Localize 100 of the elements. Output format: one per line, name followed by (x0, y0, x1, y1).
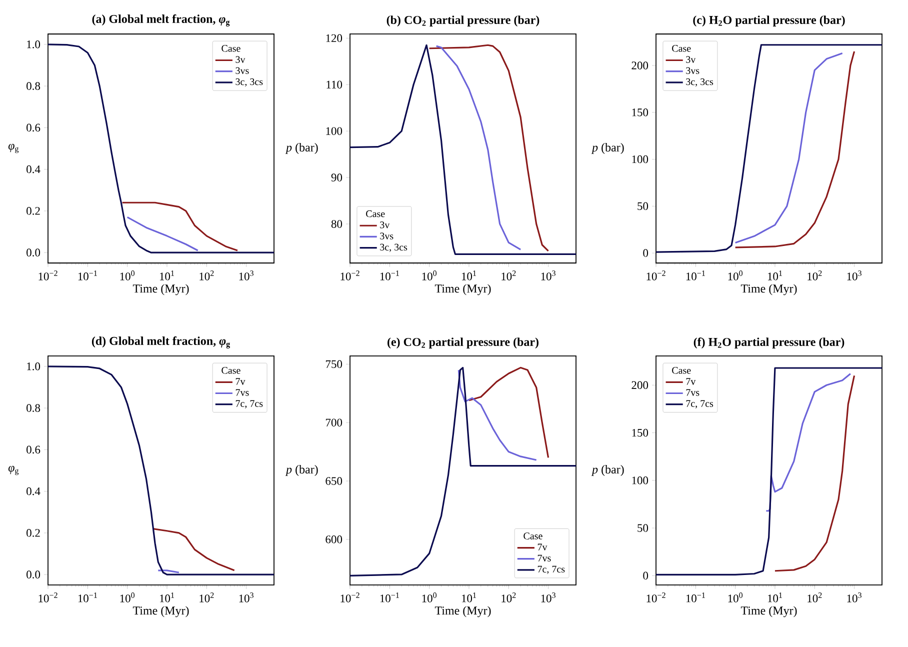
chart-title: (e) CO$_{2}$ partial pressure (bar) (388, 338, 538, 348)
legend-title: Case (222, 45, 240, 52)
y-tick-label: 650 (326, 477, 342, 485)
x-tick-label: 10$^{1}$ (768, 270, 782, 280)
legend-label: 7v (236, 378, 246, 385)
x-tick-label: 10$^{−2}$ (38, 270, 58, 280)
legend-label: 7vs (538, 554, 551, 562)
x-tick-label: 10$^{3}$ (239, 270, 254, 280)
y-tick-label: 150 (632, 428, 648, 437)
legend-label: 3c, 3cs (380, 244, 408, 252)
y-tick-label: 100 (632, 476, 648, 484)
x-axis-title: Time (Myr) (132, 606, 189, 618)
x-tick-label: 10$^{−1}$ (78, 592, 97, 602)
x-axis-title: Time (Myr) (132, 284, 189, 296)
x-tick-label: 10$^{0}$ (422, 592, 437, 602)
y-axis-title: p (bar) (591, 465, 624, 476)
y-tick-label: 150 (632, 108, 648, 116)
x-tick-label: 10$^{3}$ (239, 592, 254, 602)
legend-title: Case (366, 210, 385, 218)
y-tick-label: 50 (638, 524, 648, 532)
x-tick-label: 10$^{2}$ (808, 592, 822, 602)
y-axis-title: p (bar) (285, 465, 318, 476)
x-tick-label: 10$^{1}$ (768, 592, 782, 602)
y-tick-label: 50 (638, 202, 648, 210)
y-tick-label: 100 (326, 127, 342, 135)
y-tick-label: 0.4 (26, 165, 40, 174)
x-tick-label: 10$^{−1}$ (78, 270, 97, 280)
y-tick-label: 0.0 (26, 570, 40, 578)
x-tick-label: 10$^{−2}$ (646, 592, 666, 602)
x-axis-title: Time (Myr) (434, 606, 491, 618)
y-tick-label: 0.8 (26, 404, 40, 412)
y-tick-label: 0.6 (26, 124, 40, 132)
x-tick-label: 10$^{3}$ (847, 270, 862, 280)
y-tick-label: 120 (326, 34, 342, 42)
x-tick-label: 10$^{1}$ (462, 592, 476, 602)
y-tick-label: 0.0 (26, 248, 40, 256)
y-tick-label: 0.8 (26, 82, 40, 90)
legend-label: 3v (236, 56, 246, 63)
legend-label: 7v (686, 378, 696, 385)
y-tick-label: 90 (331, 174, 342, 182)
y-tick-label: 0.4 (26, 487, 40, 496)
x-tick-label: 10$^{−2}$ (38, 592, 58, 602)
y-tick-label: 80 (331, 220, 342, 228)
x-tick-label: 10$^{−1}$ (380, 270, 399, 280)
chart-title: (d) Global melt fraction, φ$_{g}$ (92, 336, 230, 348)
legend-label: 7v (538, 544, 548, 550)
legend-label: 3v (380, 222, 390, 228)
x-tick-label: 10$^{0}$ (120, 270, 135, 280)
legend-label: 7vs (236, 389, 249, 396)
x-axis-title: Time (Myr) (434, 284, 491, 296)
legend-label: 7c, 7cs (236, 400, 263, 408)
legend-label: 3v (686, 56, 696, 63)
x-tick-label: 10$^{−1}$ (686, 592, 705, 602)
x-tick-label: 10$^{−2}$ (340, 592, 360, 602)
legend-label: 3c, 3cs (236, 78, 263, 87)
x-tick-label: 10$^{0}$ (728, 270, 743, 280)
y-axis-title: p (bar) (591, 143, 624, 154)
y-tick-label: 0.2 (26, 207, 40, 215)
x-tick-label: 10$^{0}$ (728, 592, 743, 602)
y-tick-label: 0.6 (26, 446, 40, 454)
x-tick-label: 10$^{1}$ (160, 270, 174, 280)
chart-title: (f) H$_{2}$O partial pressure (bar) (694, 337, 844, 348)
legend-title: Case (672, 367, 691, 374)
legend-label: 3vs (380, 232, 394, 240)
x-tick-label: 10$^{−1}$ (686, 270, 705, 280)
x-tick-label: 10$^{1}$ (160, 592, 174, 602)
x-tick-label: 10$^{−2}$ (646, 270, 666, 280)
chart-title: (b) CO$_{2}$ partial pressure (bar) (386, 16, 540, 26)
y-axis-title: p (bar) (285, 143, 318, 154)
y-tick-label: 0 (643, 249, 648, 257)
legend-label: 3c, 3cs (686, 78, 714, 87)
y-tick-label: 0 (643, 572, 648, 580)
x-tick-label: 10$^{3}$ (541, 592, 556, 602)
y-tick-label: 110 (326, 80, 342, 88)
y-tick-label: 200 (632, 381, 648, 390)
chart-title: (c) H$_{2}$O partial pressure (bar) (693, 16, 845, 26)
x-tick-label: 10$^{3}$ (847, 592, 862, 602)
y-tick-label: 1.0 (27, 362, 40, 370)
y-tick-label: 600 (326, 536, 342, 544)
x-tick-label: 10$^{2}$ (808, 270, 822, 280)
y-tick-label: 0.2 (26, 529, 40, 537)
y-axis-title: φ$_{g}$ (8, 466, 19, 476)
chart-title: (a) Global melt fraction, φ$_{g}$ (92, 14, 230, 26)
y-tick-label: 700 (326, 418, 342, 426)
legend-label: 7vs (686, 389, 700, 396)
legend-label: 7c, 7cs (538, 566, 565, 574)
legend-title: Case (524, 532, 542, 540)
y-axis-title: φ$_{g}$ (8, 144, 19, 154)
y-tick-label: 750 (326, 360, 342, 368)
y-tick-label: 1.0 (27, 40, 40, 48)
legend-label: 3vs (236, 67, 249, 74)
legend-title: Case (222, 367, 240, 374)
x-tick-label: 10$^{0}$ (120, 592, 135, 602)
x-axis-title: Time (Myr) (740, 606, 797, 618)
x-tick-label: 10$^{−2}$ (340, 270, 360, 280)
y-tick-label: 100 (632, 155, 648, 164)
x-tick-label: 10$^{2}$ (502, 270, 516, 280)
x-tick-label: 10$^{0}$ (422, 270, 437, 280)
x-tick-label: 10$^{−1}$ (380, 592, 399, 602)
legend-label: 3vs (686, 67, 700, 74)
